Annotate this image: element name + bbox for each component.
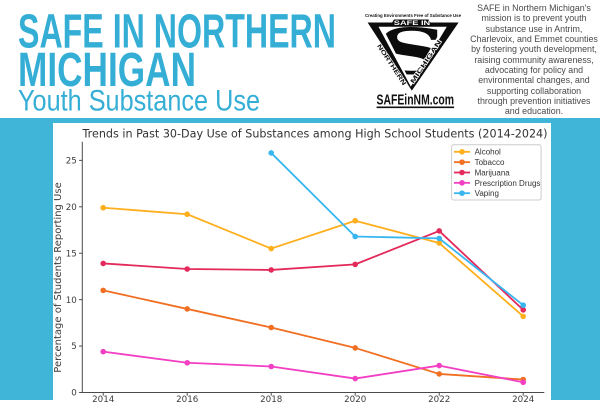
website-link[interactable]: SAFEinNM.com [377, 93, 455, 109]
mission-line: supporting collaboration [486, 85, 582, 96]
series-marker [520, 307, 526, 313]
shield-logo: Creating Environments Free of Substance … [365, 13, 461, 109]
series-marker [520, 313, 526, 320]
series-marker [352, 217, 359, 224]
substance-use-line-chart: Trends in Past 30-Day Use of Substances … [53, 127, 548, 405]
mission-line: Charlevoix, and Emmet counties [470, 34, 598, 45]
series-marker [520, 302, 526, 309]
series-marker [436, 235, 443, 242]
series-marker [100, 287, 106, 294]
series-marker [268, 363, 274, 370]
series-marker [520, 379, 526, 386]
chart-ylabel: Percentage of Students Reporting Use [53, 182, 64, 372]
mission-line: substance use in Antrim, [485, 23, 583, 34]
y-tick-label: 10 [66, 296, 77, 306]
series-marker [100, 348, 106, 355]
y-tick-label: 0 [71, 389, 77, 399]
series-line-alcohol [102, 206, 525, 318]
legend-label: Tobacco [475, 158, 505, 167]
teal-background: Trends in Past 30-Day Use of Substances … [0, 118, 600, 415]
mission-line: by fostering youth development, [471, 44, 597, 55]
logo-tagline: Creating Environments Free of Substance … [365, 13, 461, 19]
series-line-vaping [270, 152, 525, 307]
shield-icon: S SAFE IN NORTHERN MICHIGAN [367, 19, 459, 91]
legend-label: Vaping [475, 189, 499, 198]
mission-line: environmental changes, and [478, 75, 590, 86]
chart-panel: Trends in Past 30-Day Use of Substances … [53, 123, 551, 415]
mission-line: SAFE in Northern Michigan's [477, 3, 591, 13]
legend-marker [459, 169, 465, 176]
series-marker [184, 266, 190, 272]
series-marker [436, 240, 443, 246]
legend-marker [459, 190, 465, 196]
y-tick-label: 5 [71, 342, 77, 352]
series-marker [352, 233, 359, 240]
series-line-marijuana [102, 230, 525, 311]
series-marker [268, 245, 274, 252]
y-tick-label: 20 [66, 203, 77, 213]
logo-block: Creating Environments Free of Substance … [363, 0, 467, 118]
chart-title: Trends in Past 30-Day Use of Substances … [82, 127, 548, 141]
brand-subtitle: Youth Substance Use [18, 85, 260, 118]
mission-statement: SAFE in Northern Michigan's mission is to… [466, 3, 600, 117]
legend-marker [459, 159, 465, 165]
series-marker [268, 324, 274, 331]
mission-line: advocating for policy and [484, 65, 584, 76]
legend-box [451, 144, 542, 201]
series-marker [436, 228, 443, 234]
series-line-tobacco [102, 289, 525, 381]
legend-label: Prescription Drugs [475, 179, 541, 188]
legend-label: Marijuana [475, 168, 511, 177]
series-marker [352, 345, 359, 351]
brand-title-group: SAFE IN NORTHERN MICHIGAN Youth Substanc… [18, 6, 336, 118]
mission-line: mission is to prevent youth [481, 13, 587, 24]
mission-line: raising community awareness, [474, 54, 594, 65]
series-marker [184, 359, 190, 366]
shield-inner-shape [378, 26, 447, 87]
legend-marker [459, 180, 465, 186]
series-marker [184, 306, 190, 312]
shield-top-text: SAFE IN [394, 20, 431, 27]
brand-title-line1: SAFE IN NORTHERN [18, 6, 336, 59]
y-tick-label: 15 [66, 249, 77, 259]
legend-label: Alcohol [475, 148, 501, 157]
header: SAFE IN NORTHERN MICHIGAN Youth Substanc… [0, 0, 600, 118]
series-marker [268, 150, 274, 156]
series-marker [436, 371, 443, 377]
brand-title-line2: MICHIGAN [18, 44, 196, 97]
mission-line: and education. [504, 106, 564, 117]
legend-marker [459, 149, 465, 155]
series-marker [100, 204, 106, 211]
mission-line: through prevention initiatives [477, 96, 591, 107]
series-marker [268, 267, 274, 273]
series-marker [352, 375, 359, 382]
series-marker [184, 211, 190, 218]
y-tick-label: 25 [66, 156, 77, 166]
series-marker [352, 261, 359, 268]
series-marker [436, 362, 443, 369]
series-marker [100, 260, 106, 267]
series-line-prescription-drugs [102, 350, 525, 384]
